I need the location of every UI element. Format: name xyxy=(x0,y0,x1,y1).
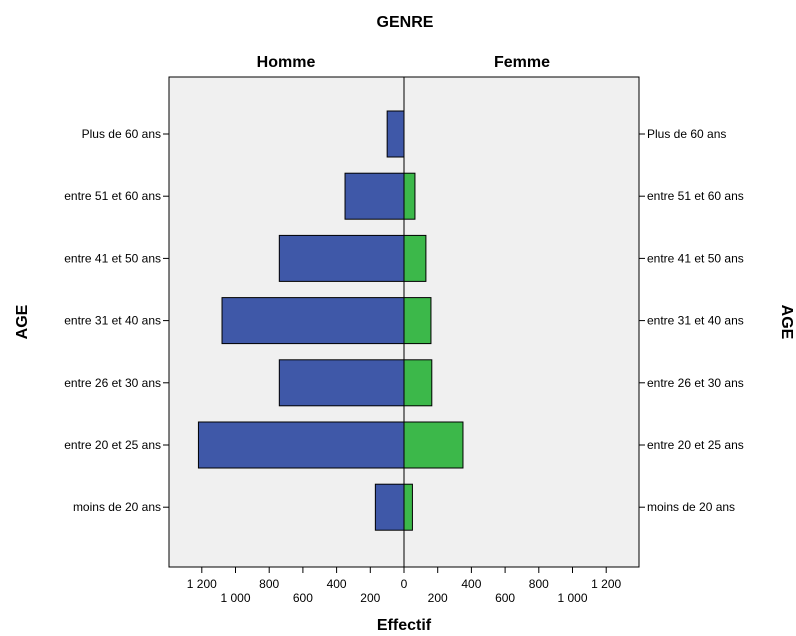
x-tick-label: 1 200 xyxy=(187,577,217,591)
bar-homme xyxy=(279,235,404,281)
bar-homme xyxy=(387,111,404,157)
x-tick-label: 400 xyxy=(327,577,347,591)
bar-femme xyxy=(404,173,415,219)
category-label-right: entre 26 et 30 ans xyxy=(647,376,744,390)
x-tick-label: 800 xyxy=(529,577,549,591)
category-label-right: entre 31 et 40 ans xyxy=(647,314,744,328)
x-tick-label: 1 200 xyxy=(591,577,621,591)
bar-femme xyxy=(404,484,412,530)
bar-femme xyxy=(404,298,431,344)
x-axis-label: Effectif xyxy=(377,617,432,634)
bar-femme xyxy=(404,235,426,281)
category-label-right: entre 51 et 60 ans xyxy=(647,189,744,203)
x-tick-label: 1 000 xyxy=(557,591,587,605)
bar-homme xyxy=(375,484,404,530)
chart-title: GENRE xyxy=(377,14,434,31)
bar-homme xyxy=(198,422,404,468)
y-axis-label-left: AGE xyxy=(14,304,31,339)
x-tick-label: 800 xyxy=(259,577,279,591)
category-label-left: entre 51 et 60 ans xyxy=(64,189,161,203)
bar-homme xyxy=(222,298,404,344)
x-tick-label: 200 xyxy=(360,591,380,605)
category-label-left: entre 26 et 30 ans xyxy=(64,376,161,390)
category-label-right: Plus de 60 ans xyxy=(647,127,726,141)
category-label-left: moins de 20 ans xyxy=(73,500,161,514)
bar-homme xyxy=(345,173,404,219)
x-tick-label: 400 xyxy=(461,577,481,591)
x-tick-label: 200 xyxy=(428,591,448,605)
x-tick-label: 600 xyxy=(293,591,313,605)
x-tick-label: 600 xyxy=(495,591,515,605)
category-label-left: entre 31 et 40 ans xyxy=(64,314,161,328)
category-label-left: entre 41 et 50 ans xyxy=(64,251,161,265)
bar-femme xyxy=(404,360,432,406)
category-label-right: entre 41 et 50 ans xyxy=(647,251,744,265)
bar-homme xyxy=(279,360,404,406)
category-label-right: moins de 20 ans xyxy=(647,500,735,514)
left-panel-title: Homme xyxy=(257,54,316,71)
right-panel-title: Femme xyxy=(494,54,550,71)
category-label-left: Plus de 60 ans xyxy=(82,127,161,141)
y-axis-label-right: AGE xyxy=(778,305,795,340)
bar-femme xyxy=(404,422,463,468)
category-label-right: entre 20 et 25 ans xyxy=(647,438,744,452)
category-label-left: entre 20 et 25 ans xyxy=(64,438,161,452)
x-tick-label: 1 000 xyxy=(220,591,250,605)
x-tick-label: 0 xyxy=(401,577,408,591)
